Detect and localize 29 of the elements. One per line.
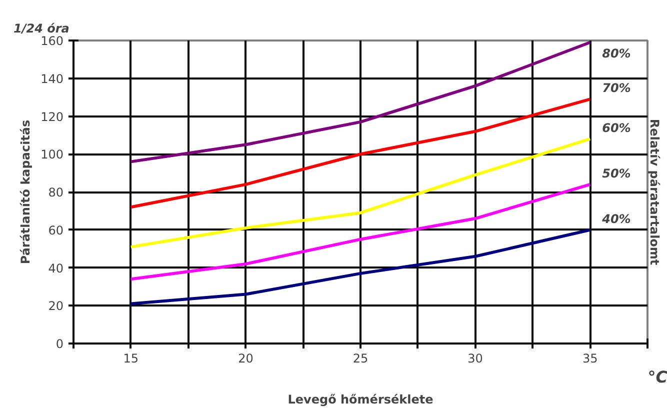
series-label: 50%	[602, 166, 631, 180]
series-label: 80%	[602, 46, 631, 60]
series-label: 70%	[602, 81, 631, 96]
x-axis-title: Levegő hőmérséklete	[288, 392, 434, 406]
y-tick-label: 40	[48, 261, 64, 276]
x-tick-label: 30	[468, 352, 483, 366]
y-tick-label: 140	[40, 72, 64, 86]
text: °C	[648, 368, 667, 386]
series-label: 40%	[601, 212, 631, 226]
series-label: 60%	[602, 120, 631, 135]
line-series	[129, 98, 592, 209]
y-axis-title: Párátlanító kapacitás	[18, 120, 33, 264]
line-series	[129, 40, 592, 164]
x-tick-label: 20	[238, 352, 254, 366]
y-tick-label: 100	[40, 148, 64, 162]
x-tick-label: 25	[352, 352, 368, 366]
line-series	[129, 137, 592, 248]
x-tick-label: 35	[582, 352, 598, 366]
y-tick-label: 120	[40, 110, 64, 124]
y-tick-label: 0	[56, 337, 64, 351]
legend-title: Relatív páratartalomt	[648, 118, 662, 266]
y-tick-label: 160	[40, 34, 64, 48]
line-series	[129, 182, 592, 281]
y-tick-label: 80	[48, 186, 64, 200]
x-tick-label: 15	[123, 352, 139, 366]
y-tick-label: 60	[48, 223, 64, 238]
text: 1/24 óra	[14, 22, 70, 36]
y-tick-label: 20	[48, 299, 64, 314]
line-series	[129, 228, 592, 306]
